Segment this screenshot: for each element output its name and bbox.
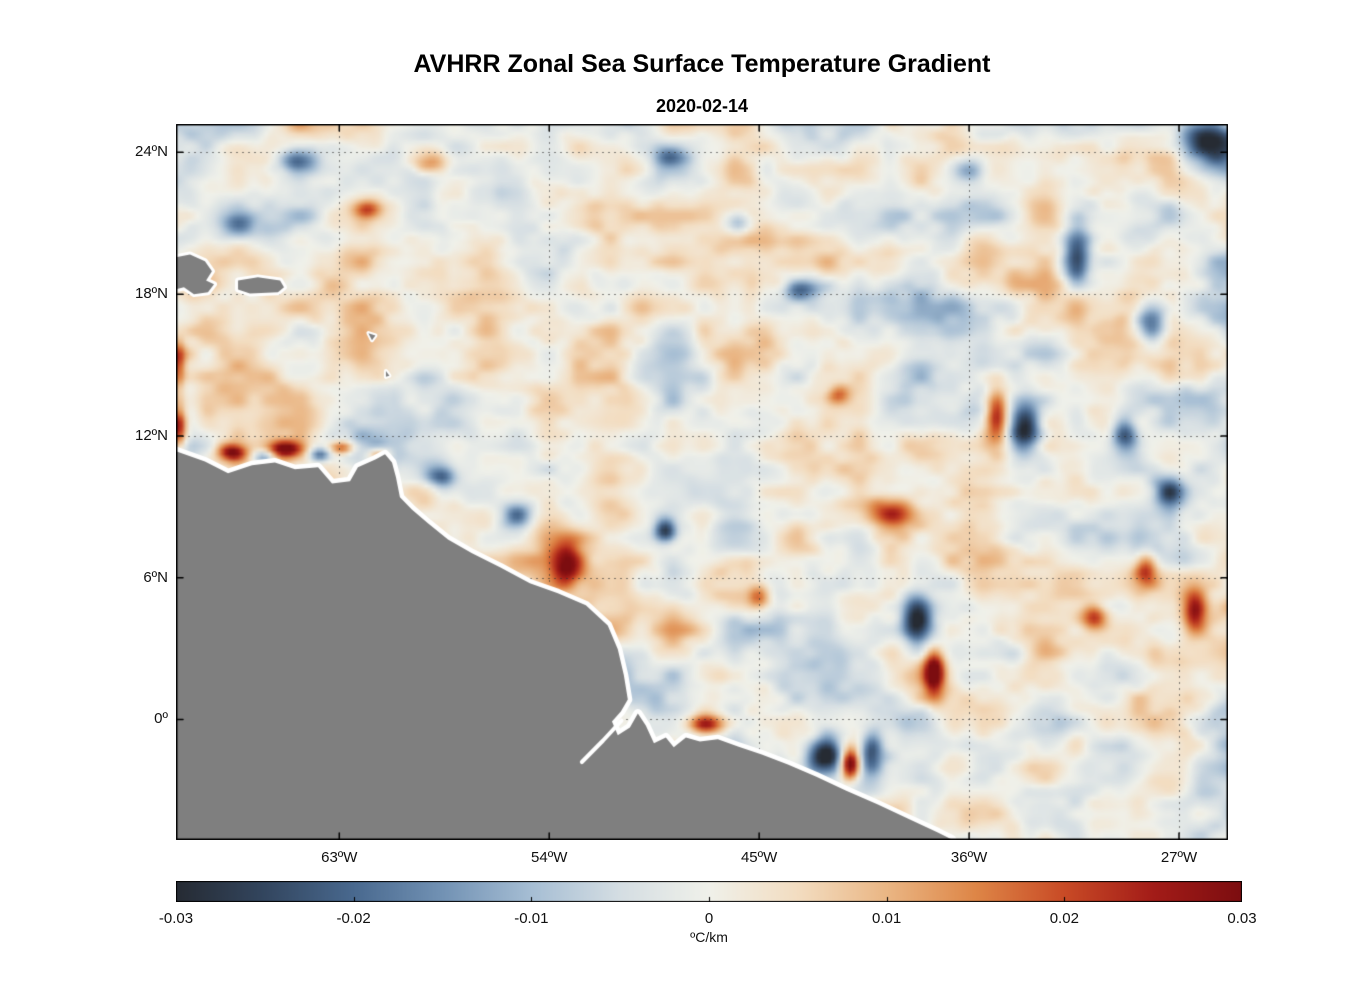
- x-tick-label: 63ºW: [321, 849, 358, 866]
- colorbar-tick-label: 0.03: [1227, 910, 1257, 927]
- colorbar-tick-label: -0.01: [514, 910, 549, 927]
- x-tick-label: 36ºW: [950, 849, 988, 866]
- y-tick-label: 24ºN: [135, 143, 168, 161]
- x-tick-label: 27ºW: [1160, 849, 1198, 866]
- y-tick-label: 18ºN: [135, 285, 168, 303]
- y-tick-label: 12ºN: [135, 426, 168, 444]
- figure-date-subtitle: 2020-02-14: [655, 96, 749, 116]
- map-canvas: [176, 124, 1228, 840]
- x-tick-label: 54ºW: [531, 849, 568, 866]
- x-tick-label: 45ºW: [740, 849, 778, 866]
- colorbar-tick-label: -0.02: [336, 910, 371, 927]
- y-tick-label: 6ºN: [143, 568, 168, 586]
- colorbar-canvas: [176, 881, 1242, 902]
- colorbar-tick-label: 0: [704, 910, 714, 927]
- colorbar-unit-label: ºC/km: [690, 929, 728, 945]
- y-tick-label: 0º: [154, 710, 168, 728]
- colorbar-tick-label: 0.02: [1049, 910, 1079, 927]
- colorbar-tick-label: 0.01: [872, 910, 902, 927]
- figure-title: AVHRR Zonal Sea Surface Temperature Grad…: [413, 50, 991, 78]
- colorbar-tick-label: -0.03: [158, 910, 194, 927]
